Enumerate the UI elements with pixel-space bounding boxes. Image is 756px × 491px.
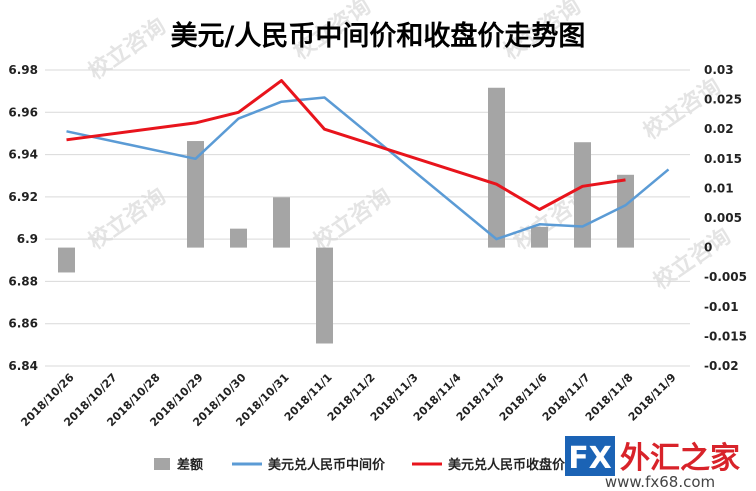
right-tick-label: -0.005 (704, 270, 747, 284)
left-tick-label: 6.9 (17, 232, 38, 246)
bar-difference (488, 87, 505, 248)
right-tick-label: 0.02 (704, 122, 734, 136)
left-tick-label: 6.86 (8, 317, 38, 331)
legend: 差额 美元兑人民币中间价 美元兑人民币收盘价 (154, 457, 566, 473)
bar-difference (230, 228, 247, 248)
watermark-text: 校立咨询 (84, 183, 171, 255)
right-tick-label: -0.02 (704, 359, 739, 373)
legend-label: 差额 (177, 457, 203, 473)
right-tick-label: -0.01 (704, 300, 739, 314)
left-tick-label: 6.98 (8, 63, 38, 77)
logo-fx-text: FX (568, 441, 612, 476)
right-tick-label: 0.03 (704, 63, 734, 77)
logo-fx-box (565, 436, 615, 476)
line-close-rate (66, 79, 626, 211)
left-tick-label: 6.94 (8, 148, 38, 162)
bar-difference (574, 142, 591, 248)
legend-label: 美元兑人民币中间价 (268, 457, 386, 473)
watermark-text: 校立咨询 (84, 13, 171, 85)
logo-url-text: www.fx68.com (605, 473, 715, 491)
right-tick-label: 0.01 (704, 181, 734, 195)
left-tick-label: 6.88 (8, 274, 38, 288)
right-tick-label: 0.025 (704, 93, 742, 107)
bar-difference (617, 174, 634, 248)
x-axis-ticks: 2018/10/262018/10/272018/10/282018/10/29… (18, 371, 678, 429)
legend-swatch-bar (154, 458, 170, 470)
chart-title: 美元/人民币中间价和收盘价走势图 (171, 20, 586, 52)
bar-series (58, 87, 634, 344)
left-tick-label: 6.96 (8, 105, 38, 119)
right-tick-label: 0.015 (704, 152, 742, 166)
bar-difference (316, 247, 333, 344)
bar-difference (58, 247, 75, 273)
left-axis-ticks: 6.84 6.86 6.88 6.9 6.92 6.94 6.96 6.98 (8, 63, 38, 373)
logo-cn-text: 外汇之家 (620, 441, 740, 476)
bar-difference (531, 226, 548, 248)
right-axis-ticks: -0.02 -0.015 -0.01 -0.005 0 0.005 0.01 0.015 0.0… (704, 63, 747, 373)
line-mid-rate (66, 96, 670, 241)
legend-label: 美元兑人民币收盘价 (448, 457, 566, 473)
left-tick-label: 6.92 (8, 190, 38, 204)
right-tick-label: -0.015 (704, 329, 747, 343)
right-tick-label: 0 (704, 241, 712, 255)
fx68-logo: FX 外汇之家 www.fx68.com (565, 436, 740, 491)
watermark-text: 校立咨询 (309, 183, 396, 255)
bar-difference (187, 141, 204, 248)
left-tick-label: 6.84 (8, 359, 38, 373)
right-tick-label: 0.005 (704, 211, 742, 225)
line-series (66, 79, 670, 241)
bar-difference (273, 197, 290, 248)
